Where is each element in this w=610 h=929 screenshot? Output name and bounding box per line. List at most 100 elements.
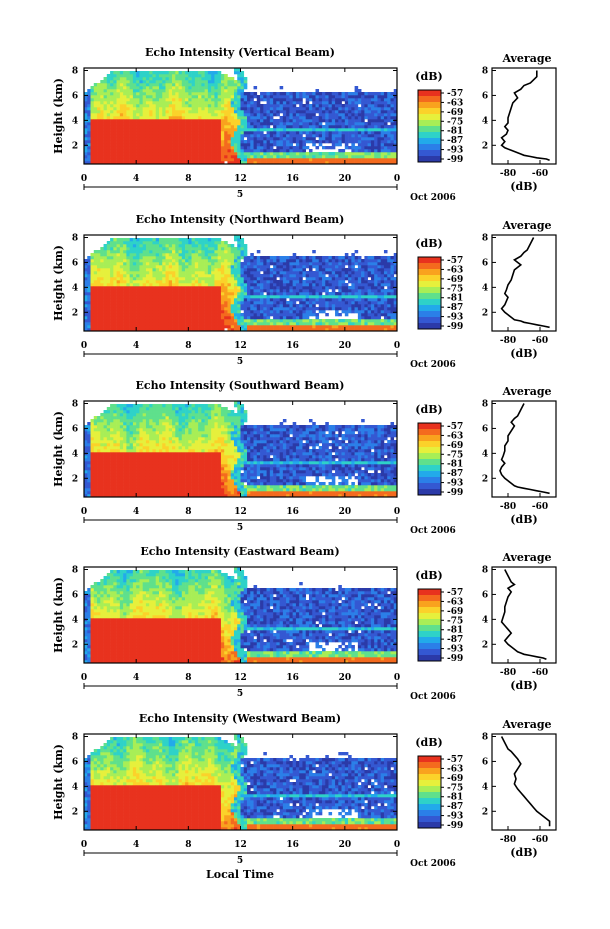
colorbar-swatch (418, 257, 441, 264)
profile-y-tick-label: 4 (482, 449, 488, 459)
average-profile: Average 8 6 4 2 -80 -60(dB) (482, 52, 557, 193)
colorbar-tick-label: -69 (447, 441, 463, 451)
x-tick-label: 0 (394, 507, 400, 517)
colorbar-swatch (418, 477, 441, 484)
colorbar-swatch (418, 144, 441, 151)
colorbar-swatch (418, 619, 441, 626)
colorbar-swatch (418, 780, 441, 787)
colorbar-swatch (418, 269, 441, 276)
profile-x-label: (dB) (510, 679, 537, 692)
y-tick-label: 8 (72, 233, 78, 243)
colorbar-tick-label: -87 (447, 802, 463, 812)
colorbar-swatch (418, 138, 441, 145)
heatmap-cells (84, 734, 398, 831)
colorbar-swatch (418, 275, 441, 282)
profile-x-tick-label: -60 (532, 835, 548, 845)
colorbar-swatch (418, 323, 441, 330)
profile-y-tick-label: 2 (482, 474, 488, 484)
profile-y-tick-label: 8 (482, 399, 488, 409)
y-tick-label: 2 (72, 640, 78, 650)
colorbar: -57-63-69-75-81-87-93-99 (417, 755, 463, 831)
colorbar-tick-label: -93 (447, 313, 463, 323)
average-profile: Average 8 6 4 2 -80 -60(dB) (482, 718, 557, 859)
colorbar-swatch (418, 317, 441, 324)
profile-y-tick-label: 6 (482, 424, 488, 434)
x-tick-label: 4 (133, 673, 139, 683)
x-tick-label: 4 (133, 174, 139, 184)
y-tick-label: 8 (72, 66, 78, 76)
profile-frame (491, 234, 557, 332)
colorbar-swatch (418, 637, 441, 644)
profile-y-tick-label: 6 (482, 258, 488, 268)
colorbar-swatch (418, 589, 441, 596)
x-tick-label: 4 (133, 840, 139, 850)
profile-y-tick-label: 8 (482, 66, 488, 76)
x-tick-label: 0 (394, 174, 400, 184)
colorbar-swatch (418, 774, 441, 781)
y-axis-label: Height (km) (52, 577, 65, 653)
x-tick-label: 12 (234, 341, 247, 351)
colorbar-swatch (418, 108, 441, 115)
y-tick-label: 8 (72, 399, 78, 409)
profile-frame (491, 400, 557, 498)
panel-1: Echo Intensity (Vertical Beam) 8 6 4 2 Height… (52, 46, 557, 203)
y-tick-label: 8 (72, 732, 78, 742)
profile-y-tick-label: 8 (482, 233, 488, 243)
colorbar-tick-label: -93 (447, 146, 463, 156)
x-tick-label: 0 (394, 341, 400, 351)
date-label: Oct 2006 (410, 526, 456, 536)
y-tick-label: 2 (72, 807, 78, 817)
y-axis-label: Height (km) (52, 744, 65, 820)
profile-title: Average (501, 718, 551, 731)
colorbar-swatch (418, 287, 441, 294)
colorbar-swatch (418, 114, 441, 121)
colorbar-tick-label: -63 (447, 597, 463, 607)
colorbar-swatch (418, 299, 441, 306)
colorbar-swatch (418, 792, 441, 799)
colorbar-unit: (dB) (415, 237, 442, 250)
x-tick-label: 0 (81, 840, 87, 850)
profile-x-label: (dB) (510, 513, 537, 526)
y-tick-label: 4 (72, 615, 78, 625)
profile-frame (491, 733, 557, 831)
panel-title: Echo Intensity (Vertical Beam) (145, 46, 335, 59)
colorbar-swatch (418, 281, 441, 288)
y-tick-label: 2 (72, 141, 78, 151)
colorbar-swatch (418, 293, 441, 300)
x-tick-label: 0 (81, 174, 87, 184)
profile-y-tick-label: 8 (482, 565, 488, 575)
profile-x-label: (dB) (510, 347, 537, 360)
colorbar-tick-label: -87 (447, 303, 463, 313)
colorbar-swatch (418, 459, 441, 466)
colorbar-swatch (418, 96, 441, 103)
colorbar-tick-label: -93 (447, 479, 463, 489)
colorbar-swatch (418, 625, 441, 632)
colorbar-swatch (418, 429, 441, 436)
colorbar-unit: (dB) (415, 70, 442, 83)
colorbar-swatch (418, 613, 441, 620)
profile-y-tick-label: 6 (482, 91, 488, 101)
panel-title: Echo Intensity (Northward Beam) (136, 213, 345, 226)
colorbar-swatch (418, 643, 441, 650)
colorbar-tick-label: -93 (447, 812, 463, 822)
colorbar: -57-63-69-75-81-87-93-99 (417, 588, 463, 664)
colorbar-swatch (418, 483, 441, 490)
profile-y-tick-label: 4 (482, 615, 488, 625)
colorbar-tick-label: -69 (447, 774, 463, 784)
profile-y-tick-label: 2 (482, 640, 488, 650)
x-tick-label: 12 (234, 174, 247, 184)
colorbar-swatch (418, 441, 441, 448)
x-tick-label: 0 (394, 840, 400, 850)
colorbar-tick-label: -81 (447, 127, 463, 137)
panel-3: Echo Intensity (Southward Beam) 8 6 4 2 Heigh… (52, 379, 557, 536)
profile-x-tick-label: -80 (500, 668, 516, 678)
y-axis-label: Height (km) (52, 245, 65, 321)
heatmap-cells (84, 235, 398, 332)
colorbar-swatch (418, 471, 441, 478)
x-tick-label: 8 (185, 341, 191, 351)
colorbar-swatch (418, 655, 441, 662)
colorbar-swatch (418, 756, 441, 763)
y-axis-label: Height (km) (52, 78, 65, 154)
colorbar-frame (417, 256, 442, 330)
